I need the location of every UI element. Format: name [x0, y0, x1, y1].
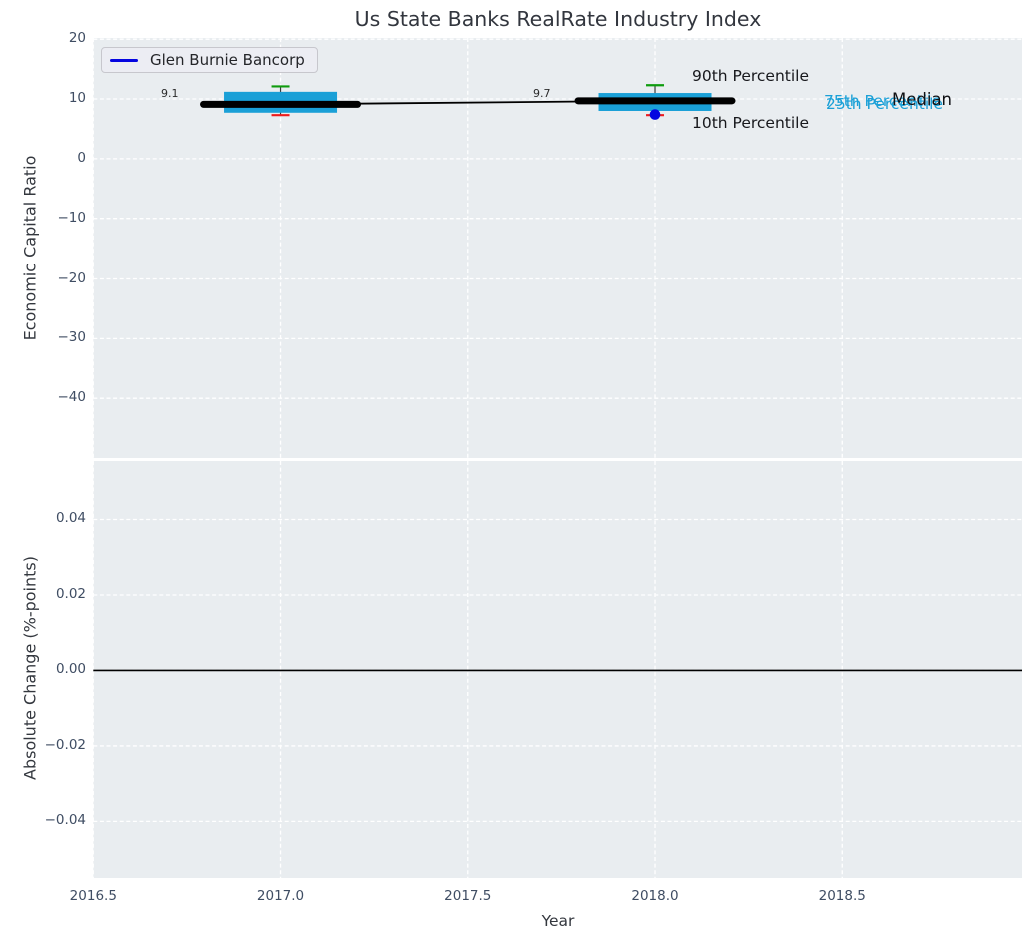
legend-line-swatch-icon — [110, 58, 138, 62]
annotation-10th-percentile: 10th Percentile — [692, 114, 810, 132]
bottom-y-tick-0.04: 0.04 — [55, 510, 86, 527]
legend-label: Glen Burnie Bancorp — [150, 51, 305, 69]
median-value-label-2017: 9.1 — [161, 87, 179, 100]
x-tick-2016.5: 2016.5 — [69, 888, 117, 904]
top-y-tick-10: 10 — [68, 90, 86, 107]
annotation-75th-percentile: 75th Percentile — [824, 92, 942, 110]
top-y-tick--40: −40 — [57, 389, 87, 406]
legend: Glen Burnie Bancorp — [101, 47, 318, 73]
annotation-median: Median — [892, 90, 953, 109]
x-tick-2018.5: 2018.5 — [818, 888, 866, 904]
x-axis-label: Year — [541, 912, 575, 930]
top-y-tick-0: 0 — [77, 149, 86, 166]
x-tick-2018: 2018.0 — [631, 888, 679, 904]
top-y-tick-20: 20 — [68, 30, 86, 47]
annotation-90th-percentile: 90th Percentile — [692, 67, 810, 85]
top-y-tick--10: −10 — [57, 209, 87, 226]
bottom-y-tick-0: 0.00 — [55, 661, 86, 678]
top-y-tick--20: −20 — [57, 269, 87, 286]
x-tick-2017: 2017.0 — [256, 888, 305, 904]
annotation-25th-percentile: 25th Percentile — [826, 95, 944, 113]
top-y-tick--30: −30 — [57, 329, 87, 346]
median-value-label-2018: 9.7 — [533, 87, 551, 100]
top-y-axis-label: Economic Capital Ratio — [20, 155, 40, 341]
bottom-y-tick--0.02: −0.02 — [44, 736, 86, 753]
bottom-y-tick--0.04: −0.04 — [44, 812, 86, 829]
x-tick-2017.5: 2017.5 — [444, 888, 492, 904]
chart-title: Us State Banks RealRate Industry Index — [354, 7, 762, 31]
bottom-y-tick-0.02: 0.02 — [55, 585, 86, 602]
bottom-plot-background — [93, 461, 1023, 878]
company-marker — [649, 109, 661, 120]
